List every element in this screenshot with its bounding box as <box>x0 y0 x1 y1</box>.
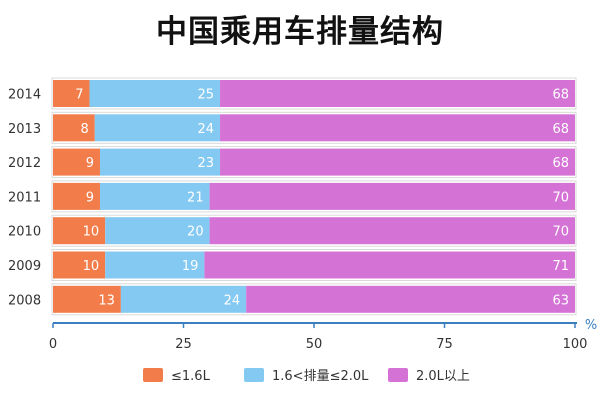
legend-label: 1.6<排量≤2.0L <box>272 369 369 384</box>
bar-segment <box>209 217 575 245</box>
category-label: 2011 <box>8 190 41 205</box>
data-label: 63 <box>552 293 569 308</box>
bar-segment <box>53 285 121 313</box>
bar-segment <box>99 148 221 176</box>
bar-segment <box>53 114 95 142</box>
bar-segment <box>209 182 575 210</box>
bar-segment <box>53 80 90 107</box>
bar-segment <box>246 285 575 313</box>
row-frame <box>51 283 577 316</box>
category-label: 2014 <box>8 88 41 103</box>
data-label: 24 <box>224 293 241 308</box>
category-label: 2013 <box>8 122 41 137</box>
data-label: 25 <box>197 88 214 103</box>
bar-segment <box>105 251 205 279</box>
category-label: 2010 <box>8 225 41 240</box>
legend-swatch <box>388 368 408 382</box>
data-label: 68 <box>552 122 569 137</box>
category-label: 2009 <box>8 259 41 274</box>
x-tick-label: 75 <box>436 337 453 352</box>
x-axis-unit: % <box>585 318 597 333</box>
row-frame <box>51 146 577 179</box>
data-label: 20 <box>187 225 204 240</box>
legend-label: ≤1.6L <box>171 369 211 384</box>
x-tick-label: 0 <box>49 337 57 352</box>
data-label: 13 <box>98 293 115 308</box>
x-tick-label: 100 <box>563 337 588 352</box>
legend-swatch <box>143 368 163 382</box>
bar-segment <box>220 148 576 176</box>
chart-title: 中国乘用车排量结构 <box>156 14 444 50</box>
data-label: 68 <box>552 88 569 103</box>
bar-segment <box>53 251 106 279</box>
data-label: 10 <box>83 259 100 274</box>
bar-segment <box>220 80 576 107</box>
row-frame <box>51 111 577 144</box>
bar-segment <box>105 217 210 245</box>
legend-swatch <box>244 368 264 382</box>
bar-segment <box>99 182 210 210</box>
bar-segment <box>53 182 100 210</box>
row-frame <box>51 214 577 247</box>
bar-segment <box>204 251 575 279</box>
data-label: 70 <box>552 190 569 205</box>
category-label: 2012 <box>8 156 41 171</box>
data-label: 9 <box>86 156 94 171</box>
data-label: 9 <box>86 190 94 205</box>
bar-segment <box>120 285 247 313</box>
bar-segment <box>220 114 576 142</box>
data-label: 8 <box>80 122 88 137</box>
bar-segment <box>89 80 221 107</box>
row-frame <box>51 180 577 213</box>
data-label: 19 <box>182 259 199 274</box>
data-label: 7 <box>75 88 83 103</box>
data-label: 21 <box>187 190 204 205</box>
data-label: 71 <box>552 259 569 274</box>
data-label: 70 <box>552 225 569 240</box>
data-label: 68 <box>552 156 569 171</box>
data-label: 10 <box>83 225 100 240</box>
bar-segment <box>94 114 221 142</box>
row-frame <box>51 249 577 281</box>
category-label: 2008 <box>8 293 41 308</box>
legend-label: 2.0L以上 <box>416 369 470 384</box>
x-tick-label: 50 <box>306 337 323 352</box>
bar-segment <box>53 148 100 176</box>
row-frame <box>51 77 577 110</box>
x-tick-label: 25 <box>175 337 192 352</box>
data-label: 23 <box>197 156 214 171</box>
bar-segment <box>53 217 106 245</box>
data-label: 24 <box>197 122 214 137</box>
